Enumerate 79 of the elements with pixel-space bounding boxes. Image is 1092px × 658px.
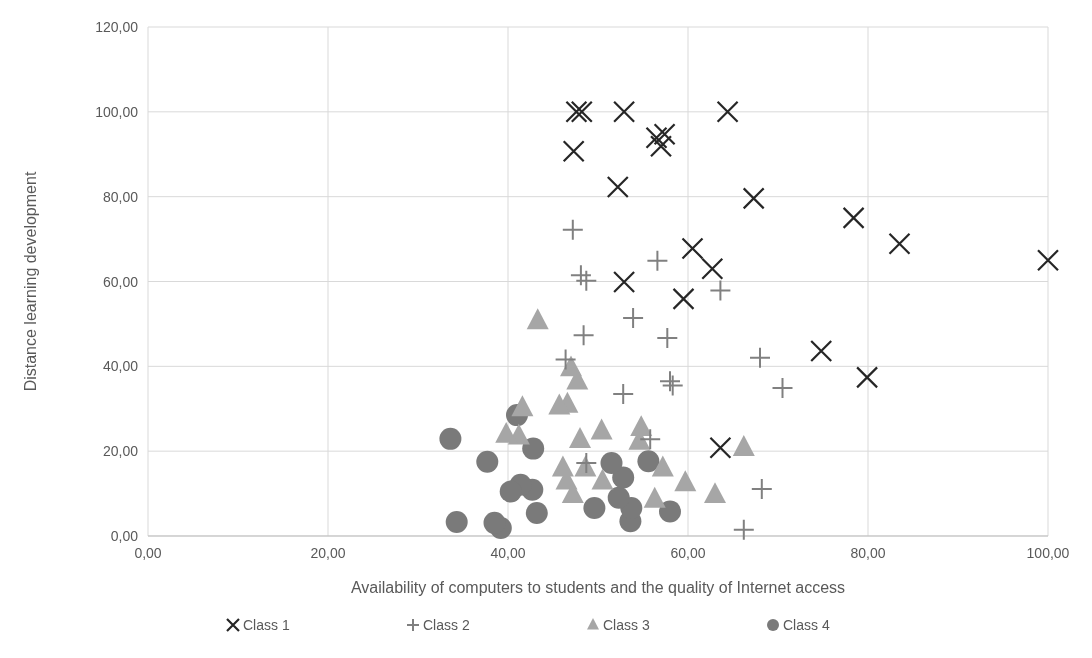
y-tick-label: 0,00 <box>110 528 139 544</box>
x-tick-label: 60,00 <box>670 545 706 561</box>
point <box>613 383 634 404</box>
point <box>751 478 772 499</box>
point <box>551 455 574 477</box>
point <box>439 427 462 450</box>
legend-label: Class 3 <box>603 617 650 633</box>
point <box>733 519 754 540</box>
x-tick-label: 20,00 <box>310 545 346 561</box>
x-axis-title: Availability of computers to students and the quality of Internet access <box>350 579 846 596</box>
point <box>476 450 499 473</box>
point <box>613 100 636 123</box>
point <box>810 339 833 363</box>
point <box>511 395 534 417</box>
y-tick-label: 120,00 <box>95 19 139 35</box>
point <box>548 393 571 415</box>
point <box>653 123 676 146</box>
point <box>591 468 614 490</box>
point <box>600 452 623 475</box>
point <box>522 437 545 460</box>
point <box>562 219 583 240</box>
legend-label: Class 2 <box>423 617 470 633</box>
point <box>525 502 548 525</box>
point <box>483 511 506 534</box>
point <box>499 480 522 503</box>
y-tick-label: 40,00 <box>102 358 139 375</box>
point <box>607 486 630 509</box>
point <box>772 377 793 398</box>
point <box>583 497 606 520</box>
point <box>649 135 673 158</box>
point <box>569 427 591 448</box>
point <box>565 100 588 123</box>
point <box>888 232 911 255</box>
point <box>573 325 594 346</box>
y-axis-title: Distance learning development <box>22 171 39 392</box>
point <box>555 349 576 370</box>
point <box>1036 249 1060 272</box>
point <box>526 308 549 330</box>
point <box>623 307 644 328</box>
point <box>842 206 865 229</box>
point <box>651 455 674 477</box>
point <box>750 347 770 368</box>
point <box>645 126 668 149</box>
y-tick-label: 100,00 <box>95 103 139 120</box>
point <box>701 257 724 280</box>
point <box>659 500 681 523</box>
legend-label: Class 1 <box>243 617 290 633</box>
point <box>612 466 635 489</box>
point <box>647 250 668 271</box>
point <box>672 287 695 310</box>
point <box>704 482 726 504</box>
point <box>643 486 666 508</box>
point <box>570 100 593 123</box>
point <box>445 511 468 533</box>
point <box>742 187 765 210</box>
legend-label: Class 4 <box>783 617 830 633</box>
point <box>630 415 653 437</box>
point <box>856 366 879 389</box>
point <box>637 450 660 473</box>
y-tick-label: 60,00 <box>102 273 139 290</box>
point <box>681 237 704 260</box>
point <box>606 175 629 199</box>
x-tick-label: 100,00 <box>1026 545 1070 561</box>
point <box>570 265 591 286</box>
x-tick-label: 0,00 <box>134 545 162 561</box>
point <box>657 327 678 348</box>
point <box>710 280 731 301</box>
x-tick-label: 80,00 <box>850 545 886 561</box>
point <box>732 435 755 457</box>
point <box>716 100 739 123</box>
point <box>640 429 661 450</box>
point <box>709 436 732 459</box>
point <box>590 418 613 440</box>
y-tick-label: 20,00 <box>102 443 139 460</box>
y-tick-label: 80,00 <box>102 188 139 205</box>
x-tick-label: 40,00 <box>490 545 526 561</box>
point <box>613 270 636 294</box>
point <box>562 140 585 163</box>
point <box>674 470 697 492</box>
